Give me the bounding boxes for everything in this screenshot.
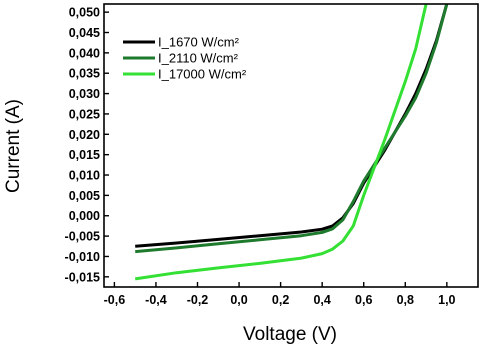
y-tick-label: 0,000 (69, 209, 100, 223)
x-tick-label: 0,6 (355, 293, 372, 307)
x-axis-title: Voltage (V) (243, 324, 337, 345)
x-tick-label: 0,0 (230, 293, 247, 307)
y-tick-label: 0,005 (69, 189, 100, 203)
x-tick-label: 0,4 (313, 293, 330, 307)
y-tick-label: 0,050 (69, 6, 100, 20)
x-tick-label: -0,6 (104, 293, 126, 307)
legend-label-1: I_1670 W/cm² (158, 35, 240, 50)
y-tick-label: 0,015 (69, 148, 100, 162)
y-tick-label: 0,035 (69, 67, 100, 81)
y-tick-label: -0,010 (65, 250, 100, 264)
y-tick-label: -0,015 (65, 270, 100, 284)
x-tick-label: -0,2 (187, 293, 209, 307)
series-line-2 (135, 4, 449, 254)
y-tick-label: 0,020 (69, 128, 100, 142)
y-tick-label: -0,005 (65, 230, 100, 244)
x-tick-label: 0,2 (272, 293, 289, 307)
y-tick-label: 0,030 (69, 87, 100, 101)
legend-label-2: I_2110 W/cm² (158, 51, 239, 66)
plot-frame (103, 3, 479, 288)
y-tick-label: 0,025 (69, 107, 100, 121)
y-tick-label: 0,040 (69, 46, 100, 60)
y-axis-title: Current (A) (3, 99, 24, 193)
x-tick-label: -0,4 (145, 293, 167, 307)
y-tick-label: 0,010 (69, 169, 100, 183)
x-tick-label: 1,0 (438, 293, 455, 307)
series-line-3 (134, 4, 428, 281)
legend-label-3: I_17000 W/cm² (158, 67, 247, 82)
y-tick-label: 0,045 (69, 26, 100, 40)
x-tick-label: 0,8 (397, 293, 414, 307)
